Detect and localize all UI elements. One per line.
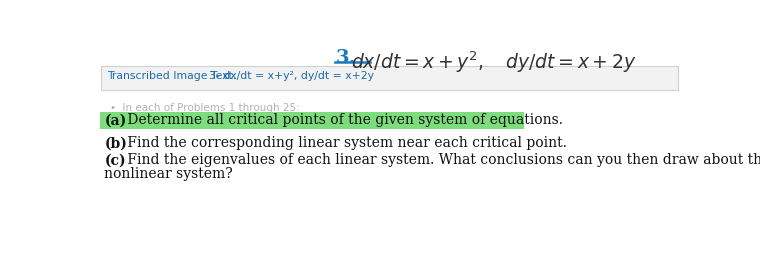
Text: Determine all critical points of the given system of equations.: Determine all critical points of the giv…: [123, 113, 563, 127]
Text: 3.: 3.: [335, 49, 356, 67]
FancyBboxPatch shape: [100, 113, 524, 129]
Text: (b): (b): [104, 136, 127, 150]
Text: Find the eigenvalues of each linear system. What conclusions can you then draw a: Find the eigenvalues of each linear syst…: [123, 153, 760, 167]
Text: $dx/dt = x + y^2, \quad dy/dt = x + 2y$: $dx/dt = x + y^2, \quad dy/dt = x + 2y$: [351, 49, 636, 75]
Text: nonlinear system?: nonlinear system?: [104, 167, 233, 181]
Text: (a): (a): [104, 113, 127, 127]
FancyBboxPatch shape: [101, 66, 678, 90]
Text: Transcribed Image Text:: Transcribed Image Text:: [107, 71, 237, 81]
Text: 3- dx/dt = x+y², dy/dt = x+2y: 3- dx/dt = x+y², dy/dt = x+2y: [202, 71, 374, 81]
Text: Find the corresponding linear system near each critical point.: Find the corresponding linear system nea…: [123, 136, 567, 150]
Text: (c): (c): [104, 153, 126, 167]
Text: •  In each of Problems 1 through 25:: • In each of Problems 1 through 25:: [110, 103, 300, 113]
